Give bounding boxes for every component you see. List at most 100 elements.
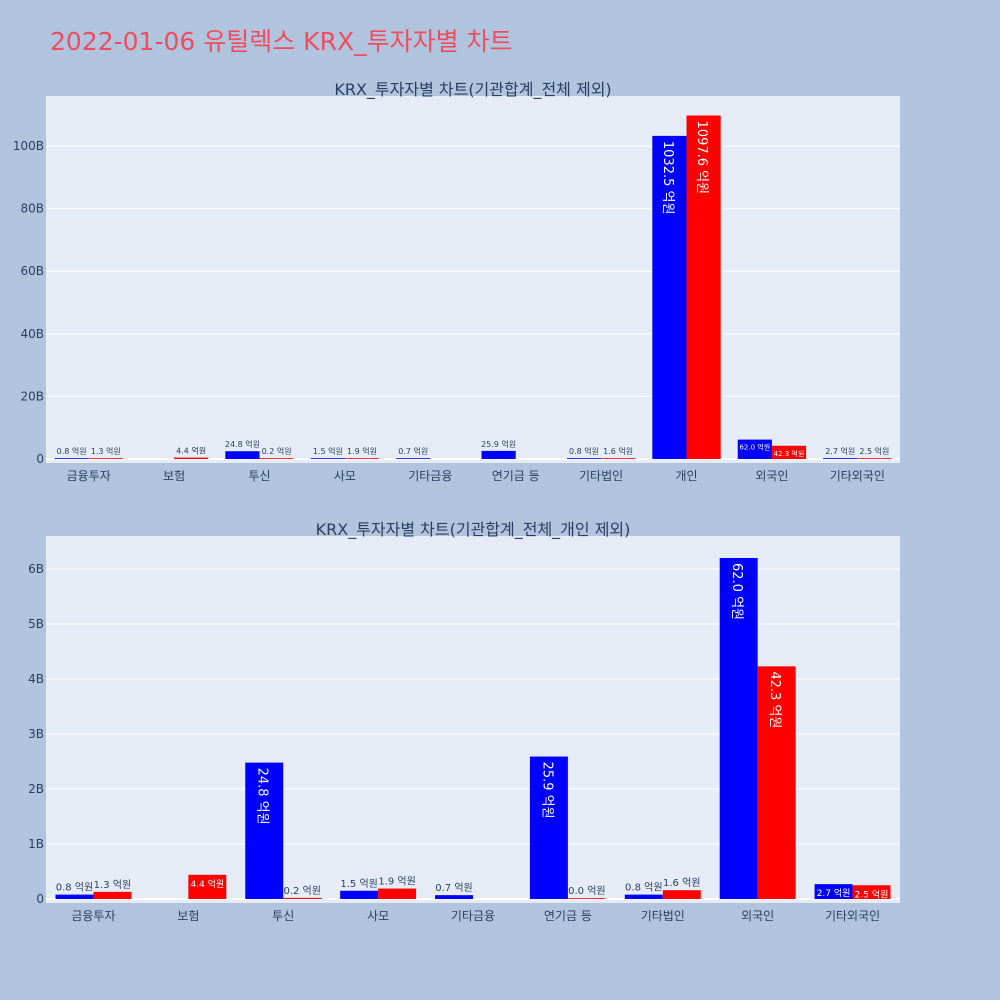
y-tick-label: 20B	[20, 389, 44, 403]
sell-bar	[378, 888, 417, 899]
bar-data-label: 1.9 억원	[378, 876, 415, 888]
chart-panel-1: KRX_투자자별 차트(기관합계_전체 제외) 0 20B 40B 60B 80B 100B…	[13, 80, 900, 483]
bar-data-label: 24.8 억원	[225, 439, 260, 449]
sell-bar	[686, 115, 721, 460]
sell-bar	[188, 874, 227, 899]
bar-data-label: 0.8 억원	[569, 446, 599, 456]
plot-area	[46, 96, 900, 463]
x-tick-label: 연기금 등	[544, 909, 592, 923]
y-tick-label: 5B	[28, 617, 44, 631]
bar-data-label: 25.9 억원	[539, 762, 554, 819]
buy-bar	[823, 458, 858, 459]
bar-data-label: 0.7 억원	[435, 882, 472, 894]
sell-bar	[601, 458, 636, 459]
bar-data-label: 62.0 억원	[739, 443, 770, 452]
x-tick-label: 외국인	[741, 909, 774, 923]
bar-data-label: 0.8 억원	[625, 882, 662, 894]
bar-data-label: 2.5 억원	[855, 888, 889, 900]
bar-data-label: 25.9 억원	[481, 439, 516, 449]
sell-bar	[174, 457, 209, 459]
x-tick-label: 외국인	[755, 469, 788, 483]
bar-data-label: 0.2 억원	[262, 446, 292, 456]
x-tick-label: 투신	[248, 469, 270, 483]
bar-data-label: 0.8 억원	[56, 882, 93, 894]
bar-data-label: 62.0 억원	[729, 563, 744, 620]
sell-bar	[344, 458, 380, 459]
y-tick-label: 40B	[20, 327, 44, 341]
buy-bar	[624, 894, 663, 899]
sell-bar	[852, 885, 891, 899]
bar-data-label: 1.6 억원	[663, 877, 700, 889]
bar-data-label: 2.7 억원	[817, 887, 851, 899]
buy-bar	[737, 439, 772, 459]
bar-data-label: 42.3 억원	[767, 671, 782, 728]
buy-bar	[55, 894, 94, 899]
y-tick-label: 80B	[20, 202, 44, 216]
bar-data-label: 1.3 억원	[91, 446, 121, 456]
chart-title: KRX_투자자별 차트(기관합계_전체_개인 제외)	[316, 520, 631, 540]
y-tick-label: 6B	[28, 562, 44, 576]
buy-bar	[481, 450, 516, 459]
bar-data-label: 24.8 억원	[255, 768, 270, 825]
x-tick-label: 개인	[675, 469, 697, 483]
bar-data-label: 4.4 억원	[176, 446, 206, 456]
x-tick-label: 보험	[177, 909, 199, 923]
y-tick-label: 60B	[20, 264, 44, 278]
buy-bar	[340, 890, 379, 899]
y-tick-label: 2B	[28, 782, 44, 796]
x-tick-label: 금융투자	[71, 909, 115, 923]
x-tick-label: 금융투자	[67, 469, 111, 483]
x-tick-label: 기타법인	[641, 909, 685, 923]
x-tick-label: 기타법인	[579, 469, 623, 483]
bar-data-label: 1.9 억원	[347, 446, 377, 456]
x-tick-label: 기타금융	[408, 469, 452, 483]
y-tick-label: 0	[36, 892, 44, 906]
page-title: 2022-01-06 유틸렉스 KRX_투자자별 차트	[50, 27, 513, 56]
x-tick-label: 기타외국인	[830, 469, 885, 483]
sell-bar	[771, 445, 807, 459]
sell-bar	[662, 890, 701, 899]
bar-data-label: 4.4 억원	[190, 878, 224, 890]
buy-bar	[719, 558, 758, 899]
bar-data-label: 1032.5 억원	[660, 141, 675, 215]
buy-bar	[225, 451, 260, 459]
sell-bar	[857, 458, 892, 459]
buy-bar	[310, 458, 345, 459]
x-tick-label: 연기금 등	[492, 469, 540, 483]
bar-data-label: 1097.6 억원	[694, 121, 709, 195]
bar-data-label: 2.5 억원	[859, 446, 889, 456]
bar-data-label: 1.5 억원	[340, 878, 377, 890]
buy-bar	[529, 756, 568, 899]
buy-bar	[814, 884, 853, 899]
chart-title: KRX_투자자별 차트(기관합계_전체 제외)	[334, 80, 611, 100]
x-tick-label: 기타금융	[451, 909, 495, 923]
sell-bar	[259, 458, 294, 459]
sell-bar	[757, 666, 796, 899]
y-tick-label: 100B	[13, 139, 44, 153]
sell-bar	[283, 897, 322, 899]
buy-bar	[396, 458, 431, 459]
bar-data-label: 0.2 억원	[283, 885, 320, 897]
y-tick-label: 4B	[28, 672, 44, 686]
sell-bar	[88, 458, 123, 459]
bar-data-label: 0.0 억원	[568, 885, 605, 897]
x-tick-label: 투신	[272, 909, 294, 923]
bar-data-label: 0.7 억원	[398, 446, 428, 456]
buy-bar	[245, 762, 284, 899]
bar-data-label: 1.6 억원	[603, 446, 633, 456]
bar-data-label: 2.7 억원	[825, 446, 855, 456]
bar-data-label: 0.8 억원	[57, 446, 87, 456]
sell-bar	[93, 891, 132, 899]
x-tick-label: 사모	[334, 469, 356, 483]
bar-data-label: 1.3 억원	[94, 879, 131, 891]
buy-bar	[435, 895, 473, 899]
x-tick-label: 보험	[163, 469, 185, 483]
bar-data-label: 1.5 억원	[313, 446, 343, 456]
y-tick-label: 3B	[28, 727, 44, 741]
buy-bar	[652, 135, 687, 459]
sell-bar	[567, 898, 606, 899]
x-tick-label: 기타외국인	[825, 909, 880, 923]
chart-panel-2: KRX_투자자별 차트(기관합계_전체_개인 제외) 0 1B 2B 3B 4B 5B 6B 금…	[28, 520, 900, 923]
buy-bar	[566, 458, 602, 459]
